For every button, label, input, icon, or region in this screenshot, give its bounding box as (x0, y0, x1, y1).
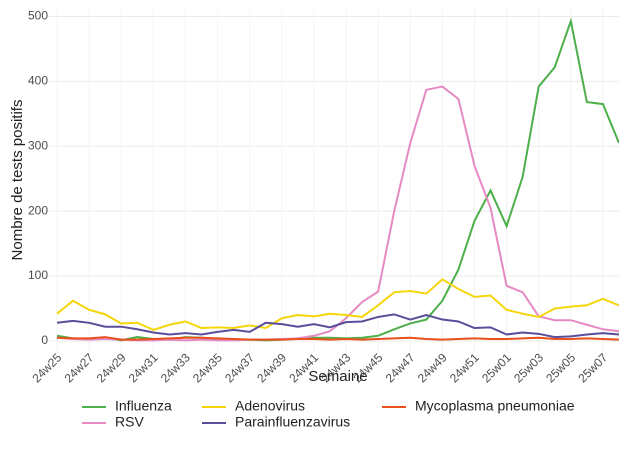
y-tick-label: 500 (28, 9, 48, 23)
x-tick-label: 24w31 (126, 350, 161, 385)
x-tick-label: 25w01 (479, 350, 514, 385)
x-tick-label: 24w51 (447, 350, 482, 385)
legend-label: RSV (115, 414, 144, 430)
legend-label: Parainfluenzavirus (235, 414, 350, 430)
y-tick-label: 0 (41, 333, 48, 347)
x-tick-label: 24w33 (158, 350, 193, 385)
y-tick-label: 400 (28, 74, 48, 88)
x-axis-title: Semaine (308, 368, 367, 385)
x-tick-label: 25w03 (511, 350, 546, 385)
legend-label: Influenza (115, 398, 172, 414)
series-line (56, 313, 619, 339)
series-line (56, 17, 619, 342)
y-tick-label: 100 (28, 268, 48, 282)
series-line (56, 336, 619, 341)
legend-label: Adenovirus (235, 398, 305, 414)
y-axis-title: Nombre de tests positifs (9, 100, 26, 261)
x-tick-label: 24w47 (383, 350, 418, 385)
y-tick-label: 200 (28, 203, 48, 217)
x-tick-label: 24w35 (190, 350, 225, 385)
legend-label: Mycoplasma pneumoniae (415, 398, 575, 414)
x-tick-label: 24w37 (222, 350, 257, 385)
x-tick-label: 24w39 (254, 350, 289, 385)
x-tick-label: 25w07 (575, 350, 610, 385)
x-tick-label: 25w05 (543, 350, 578, 385)
x-tick-label: 24w29 (94, 350, 129, 385)
x-tick-label: 24w25 (29, 350, 64, 385)
x-tick-label: 24w49 (415, 350, 450, 385)
x-tick-label: 24w27 (62, 350, 97, 385)
y-tick-label: 300 (28, 138, 48, 152)
series-line (56, 85, 619, 342)
series-line (56, 278, 619, 332)
